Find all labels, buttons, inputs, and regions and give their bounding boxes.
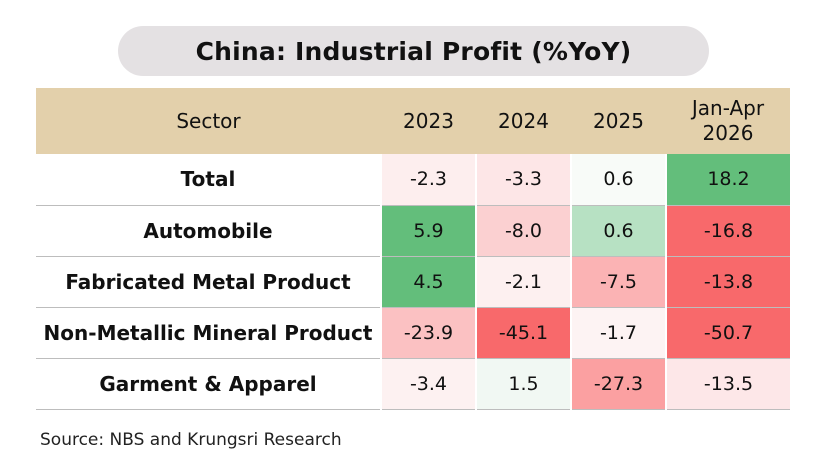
- value-cell: -13.5: [665, 358, 790, 410]
- sector-label: Automobile: [36, 205, 381, 257]
- value-cell: -1.7: [570, 307, 666, 359]
- sector-label: Fabricated Metal Product: [36, 256, 381, 308]
- table-row: Fabricated Metal Product 4.5 -2.1 -7.5 -13.8: [36, 256, 790, 308]
- table-row: Non-Metallic Mineral Product -23.9 -45.1 -1…: [36, 307, 790, 359]
- value-cell: -50.7: [665, 307, 790, 359]
- column-header-1: 2023: [381, 88, 476, 154]
- value-cell: -8.0: [475, 205, 571, 257]
- column-header-line: 2024: [498, 108, 549, 133]
- value-cell: -3.3: [475, 154, 571, 206]
- sector-label: Garment & Apparel: [36, 358, 381, 410]
- value-cell: -2.1: [475, 256, 571, 308]
- source-note: Source: NBS and Krungsri Research: [40, 430, 342, 450]
- value-cell: -23.9: [380, 307, 476, 359]
- table-row: Total -2.3 -3.3 0.6 18.2: [36, 154, 790, 206]
- value-cell: 18.2: [665, 154, 790, 206]
- column-header-0: Sector: [36, 88, 381, 154]
- value-cell: 1.5: [475, 358, 571, 410]
- column-header-line: 2026: [702, 121, 754, 145]
- chart-title: China: Industrial Profit (%YoY): [195, 36, 632, 66]
- value-cell: 0.6: [570, 205, 666, 257]
- value-cell: 5.9: [380, 205, 476, 257]
- column-header-line: Jan-Apr: [691, 96, 765, 120]
- value-cell: -3.4: [380, 358, 476, 410]
- column-header-line: 2023: [403, 108, 454, 133]
- value-cell: -2.3: [380, 154, 476, 206]
- sector-label: Non-Metallic Mineral Product: [36, 307, 381, 359]
- column-header-2: 2024: [476, 88, 571, 154]
- table-row: Garment & Apparel -3.4 1.5 -27.3 -13.5: [36, 358, 790, 410]
- column-header-3: 2025: [571, 88, 666, 154]
- table-body: Total -2.3 -3.3 0.6 18.2 Automobile 5.9 -8.0 0.6…: [36, 154, 790, 410]
- column-header-4: Jan-Apr 2026: [666, 88, 790, 154]
- value-cell: -45.1: [475, 307, 571, 359]
- value-cell: -7.5: [570, 256, 666, 308]
- value-cell: 4.5: [380, 256, 476, 308]
- value-cell: 0.6: [570, 154, 666, 206]
- industrial-profit-heatmap-table: Sector 2023 2024 2025 Jan-Apr 2026 Total -2.3-…: [36, 88, 790, 410]
- sector-label: Total: [36, 154, 381, 206]
- table-header-row: Sector 2023 2024 2025 Jan-Apr 2026: [36, 88, 790, 154]
- value-cell: -16.8: [665, 205, 790, 257]
- value-cell: -27.3: [570, 358, 666, 410]
- chart-title-pill: China: Industrial Profit (%YoY): [118, 26, 709, 76]
- table-row: Automobile 5.9 -8.0 0.6 -16.8: [36, 205, 790, 257]
- column-header-line: 2025: [593, 108, 644, 133]
- column-header-line: Sector: [176, 108, 241, 133]
- value-cell: -13.8: [665, 256, 790, 308]
